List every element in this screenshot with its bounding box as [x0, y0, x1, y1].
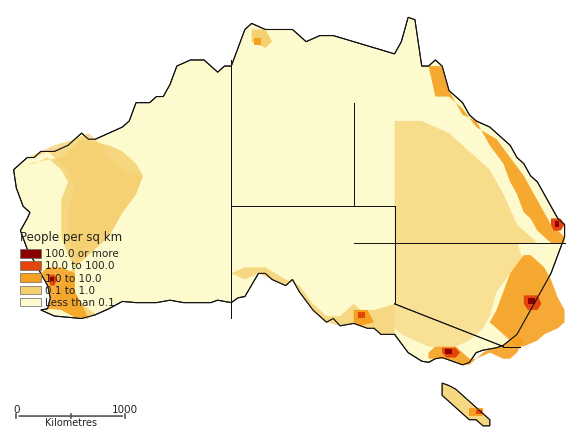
Polygon shape [358, 313, 364, 319]
FancyBboxPatch shape [20, 298, 41, 307]
Text: People per sq km: People per sq km [20, 230, 122, 244]
FancyBboxPatch shape [20, 274, 41, 282]
Polygon shape [49, 275, 57, 286]
Polygon shape [442, 383, 490, 426]
Polygon shape [442, 348, 460, 358]
Polygon shape [555, 222, 559, 227]
FancyBboxPatch shape [20, 249, 41, 258]
Polygon shape [231, 268, 394, 335]
Polygon shape [442, 383, 490, 426]
Polygon shape [27, 140, 143, 319]
Text: Less than 0.1: Less than 0.1 [45, 297, 115, 307]
Text: 0: 0 [13, 404, 19, 414]
Polygon shape [354, 310, 374, 326]
Polygon shape [429, 335, 524, 365]
Polygon shape [252, 30, 272, 49]
FancyBboxPatch shape [20, 286, 41, 294]
Text: 10.0 to 100.0: 10.0 to 100.0 [45, 261, 115, 271]
Polygon shape [394, 122, 538, 244]
Text: 1.0 to 10.0: 1.0 to 10.0 [45, 273, 101, 283]
Polygon shape [476, 410, 481, 413]
Polygon shape [445, 349, 452, 354]
Polygon shape [422, 67, 565, 244]
Text: 1000: 1000 [112, 404, 138, 414]
Polygon shape [41, 268, 88, 319]
Text: 100.0 or more: 100.0 or more [45, 249, 119, 259]
Polygon shape [27, 134, 143, 310]
FancyBboxPatch shape [20, 261, 41, 270]
Text: 0.1 to 1.0: 0.1 to 1.0 [45, 285, 95, 295]
Polygon shape [13, 18, 565, 365]
Text: Kilometres: Kilometres [44, 417, 97, 427]
Polygon shape [524, 296, 542, 310]
Polygon shape [254, 39, 261, 46]
Polygon shape [528, 298, 535, 304]
Polygon shape [394, 244, 524, 347]
Polygon shape [551, 219, 565, 231]
Polygon shape [50, 277, 54, 281]
Polygon shape [490, 255, 565, 347]
Polygon shape [469, 408, 483, 416]
